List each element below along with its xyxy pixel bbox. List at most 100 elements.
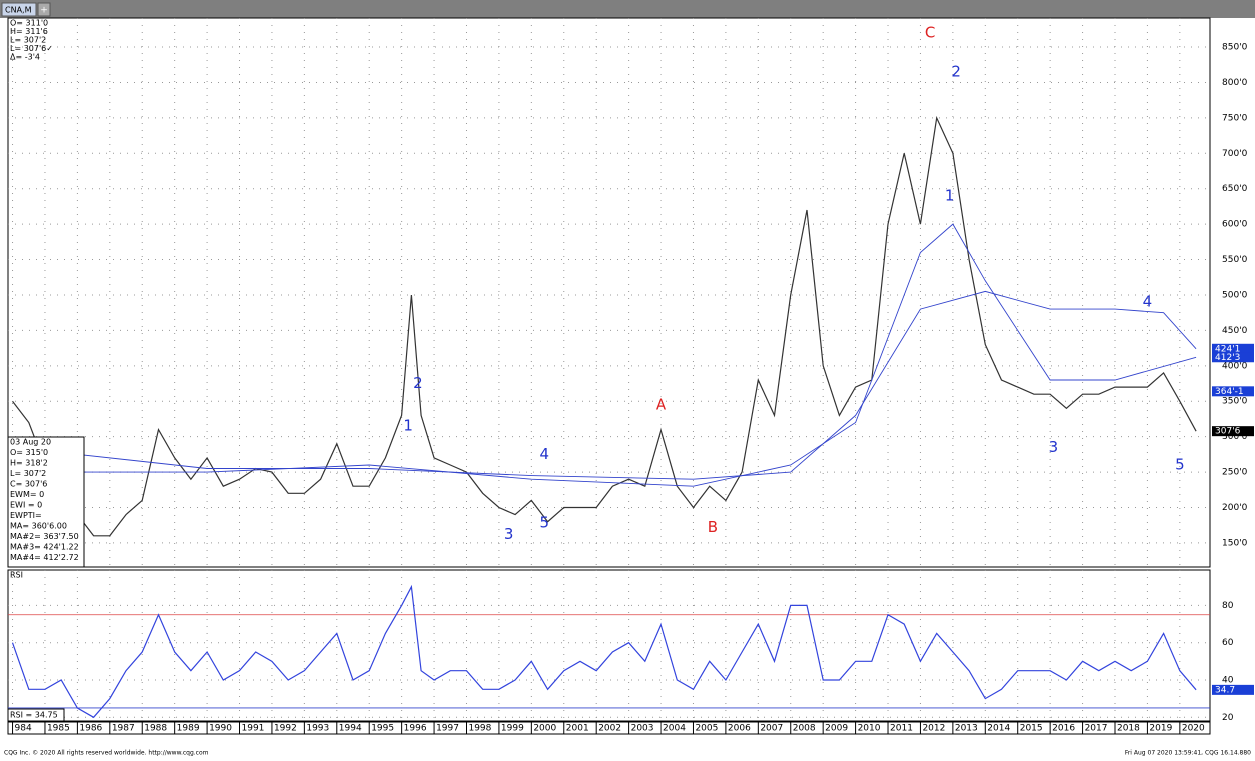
y-tick-label: 750'0 xyxy=(1222,113,1248,123)
x-tick-label: 2004 xyxy=(663,724,686,734)
y-tick-label: 250'0 xyxy=(1222,468,1248,478)
x-tick-label: 2010 xyxy=(858,724,881,734)
x-tick-label: 2020 xyxy=(1182,724,1205,734)
wave-label: 2 xyxy=(413,374,423,392)
wave-label: 5 xyxy=(540,514,550,532)
x-tick-label: 1985 xyxy=(47,724,70,734)
x-tick-label: 2014 xyxy=(987,724,1010,734)
y-tick-label: 800'0 xyxy=(1222,78,1248,88)
quote-line: Δ= -3'4 xyxy=(10,53,40,62)
tab[interactable] xyxy=(1,2,37,17)
price-tag-label: 424'1 xyxy=(1215,344,1240,354)
x-tick-label: 1995 xyxy=(371,724,394,734)
info-line: EWPTI= xyxy=(10,511,42,520)
x-tick-label: 2012 xyxy=(922,724,945,734)
x-tick-label: 2011 xyxy=(890,724,913,734)
info-line: 03 Aug 20 xyxy=(10,438,51,447)
y-tick-label: 300'0 xyxy=(1222,432,1248,442)
info-line: L= 307'2 xyxy=(10,469,46,478)
info-line: MA#4= 412'2.72 xyxy=(10,553,79,562)
x-tick-label: 1999 xyxy=(501,724,524,734)
value-text: RSI = 34.75 xyxy=(10,711,58,720)
quote-line: H= 311'6 xyxy=(10,27,48,36)
series-line xyxy=(11,584,1197,719)
wave-label: 4 xyxy=(540,445,550,463)
y-tick-label: 850'0 xyxy=(1222,43,1248,53)
x-tick-label: 2017 xyxy=(1085,724,1108,734)
y-tick-label: 500'0 xyxy=(1222,290,1248,300)
info-layer: O= 311'0H= 311'6L= 307'2L= 307'6✓Δ= -3'4… xyxy=(10,19,79,563)
x-tick-label: 2005 xyxy=(695,724,718,734)
x-tick-label: 2018 xyxy=(1117,724,1140,734)
x-tick-label: 1997 xyxy=(436,724,459,734)
x-tick-label: 2000 xyxy=(533,724,556,734)
plot-layer: 150'0 200'0 250'0 300'0 350'0 400'0 450'0 500'0… xyxy=(7,18,1254,734)
y-tick-label: 150'0 xyxy=(1222,538,1248,548)
x-tick-label: 984 xyxy=(15,724,32,734)
quote-line: L= 307'6✓ xyxy=(10,44,53,53)
wave-label: A xyxy=(656,395,667,413)
tab-label: CNA,M xyxy=(5,6,32,15)
x-tick-label: 1987 xyxy=(112,724,135,734)
x-tick-label: 2007 xyxy=(760,724,783,734)
x-tick-label: 2003 xyxy=(631,724,654,734)
wave-label: 4 xyxy=(1143,293,1153,311)
add-tab[interactable] xyxy=(37,2,51,17)
info-line: C= 307'6 xyxy=(10,480,47,489)
x-tick-label: 1989 xyxy=(177,724,200,734)
x-tick-label: 2015 xyxy=(1020,724,1043,734)
quote-line: L= 307'2 xyxy=(10,36,46,45)
y-tick-label: 550'0 xyxy=(1222,255,1248,265)
y-tick-label: 60 xyxy=(1222,638,1234,648)
info-line: MA= 360'6.00 xyxy=(10,522,67,531)
series-line xyxy=(12,115,1197,537)
y-tick-label: 600'0 xyxy=(1222,220,1248,230)
y-tick-label: 650'0 xyxy=(1222,184,1248,194)
price-tag xyxy=(1212,426,1254,437)
footer-left: CQG Inc. © 2020 All rights reserved worl… xyxy=(4,750,209,757)
price-tag-label: 34.7 xyxy=(1215,685,1235,695)
tab-bar xyxy=(0,0,1255,18)
y-tick-label: 40 xyxy=(1222,675,1234,685)
info-line: EWI = 0 xyxy=(10,501,42,510)
series-line xyxy=(44,290,1197,480)
x-tick-label: 2001 xyxy=(566,724,589,734)
quote-line: O= 311'0 xyxy=(10,19,48,28)
x-tick-label: 1996 xyxy=(404,724,427,734)
price-tag-label: 364'-1 xyxy=(1215,387,1244,397)
footer-right: Fri Aug 07 2020 13:59:41, CQG 16.14.880 xyxy=(1125,750,1251,757)
x-tick-label: 1993 xyxy=(306,724,329,734)
x-tick-label: 1991 xyxy=(242,724,265,734)
y-tick-label: 20 xyxy=(1222,713,1234,723)
wave-label: B xyxy=(708,518,718,536)
panel-title: RSI xyxy=(10,571,23,580)
y-tick-label: 400'0 xyxy=(1222,361,1248,371)
info-line: MA#2= 363'7.50 xyxy=(10,532,79,541)
y-tick-label: 200'0 xyxy=(1222,503,1248,513)
info-line: H= 318'2 xyxy=(10,459,48,468)
x-tick-label: 2016 xyxy=(1052,724,1075,734)
y-tick-label: 80 xyxy=(1222,601,1234,611)
wave-label: C xyxy=(925,23,935,41)
price-tag-label: 412'3 xyxy=(1215,353,1240,363)
series-line xyxy=(45,223,1197,487)
x-tick-label: 2006 xyxy=(728,724,751,734)
price-tag-label: 307'6 xyxy=(1215,427,1241,437)
x-tick-label: 1990 xyxy=(209,724,232,734)
price-tag xyxy=(1212,343,1254,354)
x-tick-label: 1992 xyxy=(274,724,297,734)
wave-label: 3 xyxy=(504,525,514,543)
x-tick-label: 2009 xyxy=(825,724,848,734)
wave-label: 1 xyxy=(945,186,955,204)
wave-label: 2 xyxy=(951,62,961,80)
y-tick-label: 700'0 xyxy=(1222,149,1248,159)
wave-label: 5 xyxy=(1175,455,1185,473)
x-tick-label: 2013 xyxy=(955,724,978,734)
wave-label: 1 xyxy=(403,417,413,435)
wave-label: 3 xyxy=(1049,438,1059,456)
add-tab-label: + xyxy=(40,6,48,16)
x-tick-label: 1998 xyxy=(468,724,491,734)
info-line: EWM= 0 xyxy=(10,490,44,499)
info-panel xyxy=(7,436,85,568)
